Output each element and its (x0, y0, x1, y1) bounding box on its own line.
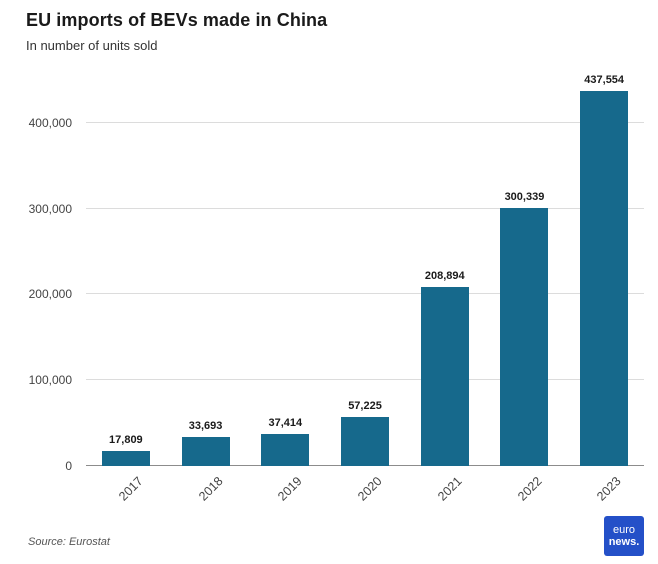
x-axis: 2017 2018 2019 2020 2021 2022 2023 (86, 466, 644, 518)
bar-2022 (500, 208, 549, 466)
bar-value-label: 37,414 (268, 416, 303, 429)
x-tick-label: 2018 (166, 466, 246, 518)
bar-column: 208,894 (405, 86, 485, 466)
y-tick-label: 200,000 (28, 287, 72, 302)
bar-value-label: 437,554 (584, 73, 625, 86)
y-tick-label: 100,000 (28, 373, 72, 388)
bar-value-label: 300,339 (504, 191, 545, 204)
bar-value-label: 57,225 (348, 399, 382, 412)
euronews-logo: euro news. (604, 516, 644, 556)
x-tick-label: 2023 (564, 466, 644, 518)
bar-2023 (580, 90, 629, 466)
bar-2018 (181, 437, 230, 466)
bar-value-label: 208,894 (424, 269, 465, 282)
bar-column: 57,225 (325, 86, 405, 466)
bar-column: 33,693 (166, 86, 246, 466)
x-tick-text: 2020 (355, 474, 385, 504)
bar-2017 (101, 450, 150, 466)
gridline (86, 379, 644, 381)
gridline (86, 293, 644, 295)
bar-value-label: 17,809 (109, 433, 143, 446)
logo-text-line2: news. (608, 536, 640, 548)
y-tick-label: 300,000 (28, 201, 72, 216)
y-axis: 0 100,000 200,000 300,000 400,000 (0, 86, 78, 473)
plot-area: 17,809 33,693 37,414 57,225 208,894 300,339 43… (86, 74, 644, 466)
bar-2020 (341, 416, 390, 466)
y-tick-label: 0 (65, 459, 72, 473)
y-tick-label: 400,000 (28, 115, 72, 130)
chart-title: EU imports of BEVs made in China (26, 10, 328, 30)
x-tick-text: 2022 (514, 474, 545, 504)
bars: 17,809 33,693 37,414 57,225 208,894 300,339 43… (86, 74, 644, 466)
x-tick-label: 2017 (86, 466, 166, 518)
x-tick-label: 2021 (405, 466, 485, 518)
gridline (86, 121, 644, 123)
bar-2019 (261, 433, 310, 466)
x-tick-label: 2019 (245, 466, 325, 518)
x-tick-text: 2021 (435, 474, 465, 504)
x-tick-text: 2019 (275, 474, 306, 504)
gridline (86, 207, 644, 209)
bar-2021 (420, 286, 469, 466)
x-tick-text: 2023 (594, 474, 625, 504)
logo-text-line1: euro (612, 524, 636, 536)
bar-column: 437,554 (564, 74, 644, 466)
bar-column: 17,809 (86, 86, 166, 466)
source-note: Source: Eurostat (28, 536, 110, 548)
bar-chart: 0 100,000 200,000 300,000 400,000 17,809 33,6… (0, 74, 658, 473)
x-tick-label: 2020 (325, 466, 405, 518)
x-tick-text: 2017 (116, 474, 146, 504)
chart-subtitle: In number of units sold (26, 38, 158, 53)
x-tick-text: 2018 (195, 474, 226, 504)
x-tick-label: 2022 (485, 466, 565, 518)
bar-column: 37,414 (245, 86, 325, 466)
bar-value-label: 33,693 (188, 420, 223, 433)
bar-column: 300,339 (485, 86, 565, 466)
